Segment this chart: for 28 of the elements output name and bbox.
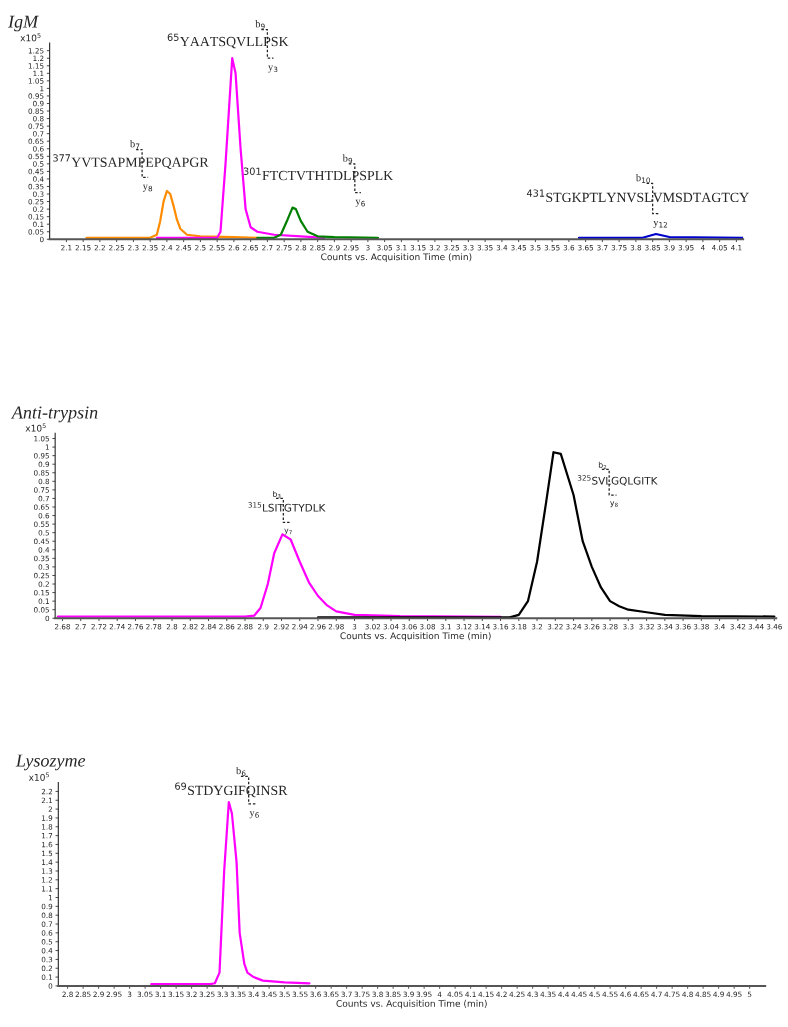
- chart-title: Lysozyme: [15, 754, 86, 771]
- annotation: $^{69}$STDYGIFQINSR: [175, 782, 288, 798]
- line-series: [150, 800, 311, 986]
- annotation: $^{65}$YAATSQVLLPSK: [167, 33, 289, 49]
- y-axis-title: x10$^{5}$: [20, 33, 41, 42]
- chart-title: IgM: [7, 15, 39, 32]
- annotation: y$_{6}$: [355, 199, 365, 207]
- annotation: b$_{7}$: [129, 140, 140, 149]
- annotation: $^{315}$LSITGTYDLK: [248, 502, 326, 512]
- annotation: y$_{6}$: [249, 811, 259, 819]
- text: b$_{9}$: [255, 20, 265, 30]
- annotation: $^{431}$STGKPTLYNVSLVMSDTAGTCY: [526, 189, 749, 203]
- annotation: $^{325}$SVLGQLGITK: [577, 475, 658, 486]
- annotation: y$_{8}$: [142, 184, 153, 192]
- y-axis-title: x10$^{5}$: [25, 423, 46, 432]
- y-axis-title: x10$^{5}$: [28, 772, 49, 781]
- x-axis-title: Counts vs. Acquisition Time (min): [321, 253, 472, 262]
- x-axis-title: Counts vs. Acquisition Time (min): [336, 999, 487, 1009]
- chart-title: Anti-trypsin: [10, 406, 98, 423]
- annotation: y$_{12}$: [653, 220, 668, 228]
- annotation: b$_{10}$: [635, 173, 651, 183]
- annotation: $^{377}$YVTSAPMPEPQAPGR: [53, 154, 209, 170]
- x-axis-title: Counts vs. Acquisition Time (min): [340, 632, 491, 641]
- annotation: b$_{9}$: [342, 154, 353, 164]
- annotation: y$_{3}$: [268, 65, 278, 73]
- text: b$_{6}$: [236, 766, 246, 776]
- annotation: $^{301}$FTCTVTHTDLPSPLK: [243, 167, 394, 181]
- line-series: [256, 206, 380, 239]
